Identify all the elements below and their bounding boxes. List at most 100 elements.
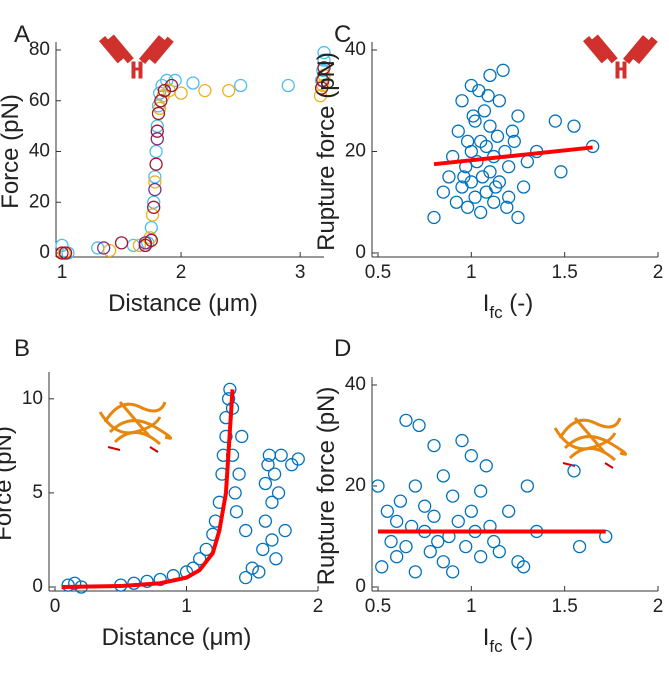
data-point [384, 534, 398, 549]
data-point [150, 132, 164, 146]
data-point [239, 570, 253, 585]
y-tick-label: 40 [345, 39, 366, 60]
data-point [58, 246, 73, 260]
x-tick-label: 2 [313, 596, 324, 617]
y-axis-label: Rupture force (pN) [313, 52, 340, 251]
data-point [261, 458, 275, 472]
y-tick-label: 0 [39, 242, 50, 263]
y-tick-label: 5 [32, 482, 43, 503]
data-point [399, 539, 413, 554]
data-point [502, 504, 516, 518]
data-point [317, 61, 331, 75]
data-point [423, 545, 437, 559]
data-point [256, 542, 270, 557]
data-point [490, 129, 505, 143]
x-tick-label: 0.5 [365, 596, 391, 617]
data-point [464, 144, 478, 159]
data-point [442, 170, 456, 184]
x-label-rest: (-) [503, 290, 534, 317]
x-label-sub: fc [489, 637, 503, 656]
data-point [475, 170, 490, 184]
data-point [408, 479, 422, 493]
x-tick-label: 1.5 [551, 262, 577, 283]
y-tick-label: 0 [32, 576, 43, 597]
data-point [492, 94, 506, 108]
data-point [314, 81, 329, 95]
x-label-main: I [483, 624, 490, 651]
data-point [567, 119, 581, 133]
data-point [436, 185, 450, 199]
data-point [572, 539, 587, 554]
data-point [380, 504, 394, 518]
x-axis-label: Ifc (-) [483, 624, 534, 656]
data-point [481, 89, 495, 103]
data-point [153, 101, 167, 116]
data-point [390, 514, 404, 528]
data-point [451, 124, 465, 138]
y-tick-label: 60 [29, 90, 50, 111]
data-point [149, 144, 163, 159]
data-point [145, 208, 160, 222]
data-point [140, 574, 154, 589]
data-point [567, 464, 581, 478]
x-tick-label: 0.5 [365, 262, 391, 283]
data-point [427, 509, 441, 523]
data-point [68, 576, 82, 590]
data-point [464, 504, 478, 518]
data-point [274, 448, 288, 462]
data-point [477, 104, 492, 118]
data-point [265, 495, 279, 509]
data-point [474, 205, 488, 220]
data-point [446, 565, 460, 579]
data-point [97, 241, 111, 255]
data-point [114, 236, 129, 250]
data-point [483, 119, 497, 133]
data-point [151, 106, 166, 121]
data-point [148, 175, 162, 189]
y-axis-label: Force (pN) [0, 426, 17, 541]
data-point [164, 78, 179, 93]
data-point [221, 392, 236, 406]
data-point [474, 550, 488, 564]
data-point [232, 467, 246, 481]
y-tick-label: 0 [355, 576, 366, 597]
data-point [233, 78, 248, 93]
data-point [150, 124, 164, 138]
data-point [520, 479, 534, 493]
data-point [222, 83, 236, 98]
data-point [459, 539, 473, 554]
data-point [464, 449, 478, 463]
data-point [479, 185, 493, 199]
x-tick-label: 2 [653, 262, 664, 283]
data-point [496, 63, 510, 77]
x-label-main: I [483, 290, 490, 317]
data-point [219, 429, 233, 444]
data-point [258, 514, 273, 528]
data-point [500, 200, 514, 214]
y-tick-label: 40 [345, 374, 366, 395]
data-point [479, 459, 493, 473]
data-point [446, 489, 460, 503]
data-point [223, 382, 237, 397]
x-tick-label: 1 [181, 596, 192, 617]
data-point [317, 45, 331, 60]
fit-line [61, 389, 235, 589]
data-point [487, 195, 501, 209]
data-point [399, 413, 413, 428]
y-axis-label: Rupture force (pN) [313, 387, 340, 586]
x-tick-label: 3 [295, 262, 306, 283]
data-point [483, 165, 497, 179]
fit-line [433, 145, 593, 167]
data-point [464, 175, 478, 189]
data-point [252, 565, 266, 579]
data-point [291, 452, 305, 466]
data-point [153, 572, 167, 587]
data-point [265, 533, 279, 547]
data-point [474, 484, 488, 498]
data-point [436, 469, 450, 483]
data-point [492, 545, 506, 559]
data-point [278, 523, 292, 538]
data-point [147, 200, 161, 214]
data-point [150, 119, 164, 133]
